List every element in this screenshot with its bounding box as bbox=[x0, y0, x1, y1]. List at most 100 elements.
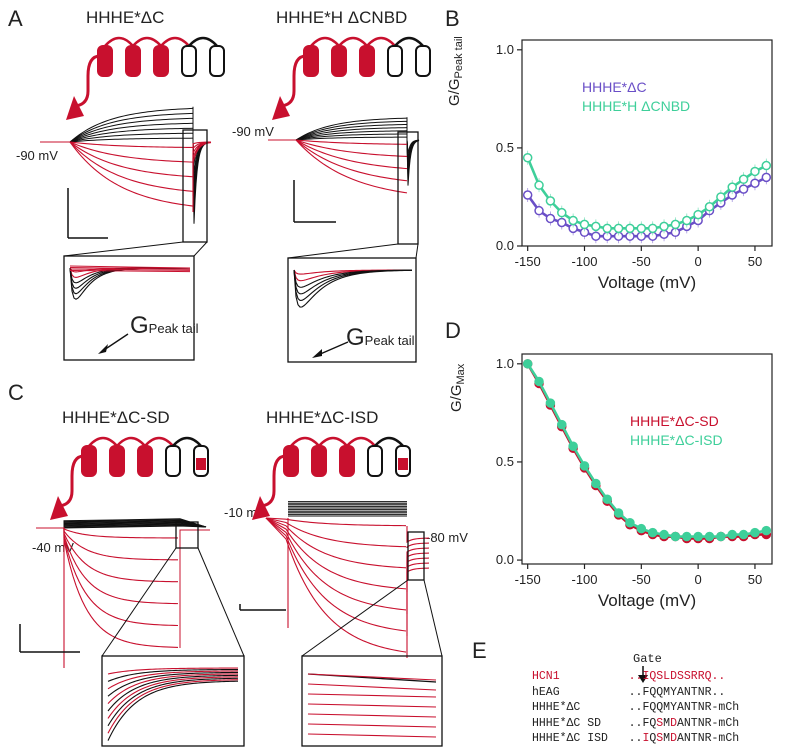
x-tick-label: 0 bbox=[695, 254, 702, 269]
sequence-residues: ..IQSLDSSRRQ.. bbox=[628, 670, 726, 683]
data-point bbox=[704, 202, 715, 212]
schematic-a-left bbox=[66, 36, 225, 120]
data-point bbox=[522, 190, 533, 200]
x-tick-label: 0 bbox=[695, 572, 702, 587]
trace-a-left-red bbox=[40, 141, 194, 192]
current-traces bbox=[19, 106, 443, 747]
sequence-row: hEAG ..FQQMYANTNR.. bbox=[532, 685, 739, 701]
trace-c-right-red bbox=[265, 517, 407, 569]
inset-c-left-curve bbox=[107, 673, 239, 704]
domain-s3 bbox=[137, 445, 153, 477]
inset-a-left-label-sub: Peak tail bbox=[148, 321, 199, 336]
panel-a-right-hold: -90 mV bbox=[232, 124, 274, 139]
data-point bbox=[682, 531, 692, 542]
trace-a-left-red-tail bbox=[192, 142, 212, 212]
schematic-a-right bbox=[272, 36, 431, 120]
inset-c-left-curve bbox=[107, 670, 239, 690]
trace-c-right-red bbox=[265, 517, 407, 611]
data-point bbox=[557, 207, 567, 218]
sequence-row: HCN1 ..IQSLDSSRRQ.. bbox=[532, 669, 739, 685]
domain-s4 bbox=[387, 45, 403, 77]
arrow-head-icon bbox=[312, 349, 322, 358]
trace-c-left-red bbox=[36, 527, 179, 539]
chart-d-ylabel: G/GMax bbox=[448, 364, 467, 412]
chart-d-ylabel-sub: Max bbox=[455, 363, 467, 385]
domain-s2 bbox=[125, 45, 141, 77]
domain-s3 bbox=[359, 45, 375, 77]
domain-s3 bbox=[153, 45, 169, 77]
trace-a-left-black bbox=[40, 117, 194, 143]
inset-c-left-curve bbox=[107, 667, 239, 675]
n-terminus-triangle bbox=[50, 496, 68, 520]
trace-a-right-black bbox=[268, 117, 408, 141]
zoom-line-c-right-1 bbox=[301, 579, 409, 657]
series-line-1 bbox=[526, 363, 767, 540]
panel-label-a: A bbox=[8, 6, 23, 31]
plot-frame bbox=[521, 353, 773, 565]
chart-b-ylabel-main: G/G bbox=[446, 78, 463, 106]
data-point bbox=[545, 398, 556, 408]
zoom-line-a-right-2 bbox=[415, 243, 419, 259]
data-point bbox=[557, 217, 567, 228]
trace-a-right-black bbox=[268, 120, 408, 141]
zoom-line-a-left-1 bbox=[63, 241, 184, 257]
x-axis-label: Voltage (mV) bbox=[598, 591, 696, 610]
sequence-residues: ..FQQMYANTNR-mCh bbox=[628, 701, 740, 714]
chart-d-ylabel-main: G/G bbox=[448, 384, 465, 412]
inset-a-left-flat bbox=[69, 267, 191, 270]
trace-c-left-red bbox=[36, 527, 179, 648]
data-point bbox=[693, 209, 703, 220]
data-point bbox=[738, 174, 749, 185]
data-point bbox=[568, 441, 578, 451]
inset-a-right-label-main: G bbox=[346, 324, 365, 351]
inset-a-left bbox=[63, 255, 195, 361]
domain-s6 bbox=[209, 45, 225, 77]
trace-c-left-red-tail bbox=[179, 529, 210, 648]
sequence-residues: ..FQSMDANTNR-mCh bbox=[628, 716, 740, 730]
zoom-box-c-left bbox=[175, 521, 199, 549]
trace-a-right-black bbox=[268, 133, 408, 141]
trace-c-right-red bbox=[265, 517, 407, 653]
domain-s1 bbox=[303, 45, 319, 77]
data-point bbox=[625, 223, 635, 234]
sequence-residues: ..IQSMDANTNR-mCh bbox=[628, 732, 740, 745]
trace-a-right-red bbox=[268, 139, 408, 158]
data-point bbox=[659, 529, 669, 540]
inset-a-right-curve bbox=[293, 269, 413, 282]
gate-label: Gate bbox=[633, 652, 662, 666]
schematic-c-right bbox=[252, 436, 411, 520]
data-point bbox=[557, 419, 567, 430]
data-point bbox=[602, 223, 612, 234]
data-point bbox=[750, 178, 760, 188]
panel-label-b: B bbox=[445, 6, 460, 31]
data-point bbox=[761, 160, 772, 171]
panel-label-e: E bbox=[472, 638, 487, 663]
x-tick-label: 50 bbox=[748, 254, 762, 269]
inset-c-left-curve bbox=[107, 674, 239, 712]
sequence-row: HHHE*ΔC ISD ..IQSMDANTNR-mCh bbox=[532, 731, 739, 747]
trace-a-left-red bbox=[40, 141, 194, 149]
panel-c-left-hold: -40 mV bbox=[32, 540, 74, 555]
gate-arrow-icon bbox=[638, 666, 648, 683]
y-tick-label: 1.0 bbox=[496, 356, 514, 371]
data-point bbox=[579, 219, 590, 230]
data-point bbox=[716, 192, 726, 202]
data-point bbox=[522, 359, 533, 369]
data-point bbox=[670, 219, 681, 230]
data-point bbox=[704, 531, 715, 542]
data-point bbox=[682, 215, 692, 226]
data-point bbox=[727, 529, 737, 540]
trace-c-right-red-tail bbox=[406, 557, 430, 614]
trace-c-right-red-tail bbox=[406, 526, 430, 543]
domain-s1 bbox=[97, 45, 113, 77]
n-terminus-triangle bbox=[252, 496, 270, 520]
panel-a-left-hold: -90 mV bbox=[16, 148, 58, 163]
data-point bbox=[522, 152, 533, 163]
trace-a-right-black bbox=[268, 136, 408, 141]
domain-s2 bbox=[311, 445, 327, 477]
domain-s2 bbox=[109, 445, 125, 477]
panel-a-right-title: HHHE*H ΔCNBD bbox=[276, 8, 408, 27]
inset-a-right-arrow bbox=[317, 341, 349, 356]
trace-a-right-black bbox=[268, 123, 408, 141]
trace-c-left-red-tail bbox=[179, 529, 210, 626]
